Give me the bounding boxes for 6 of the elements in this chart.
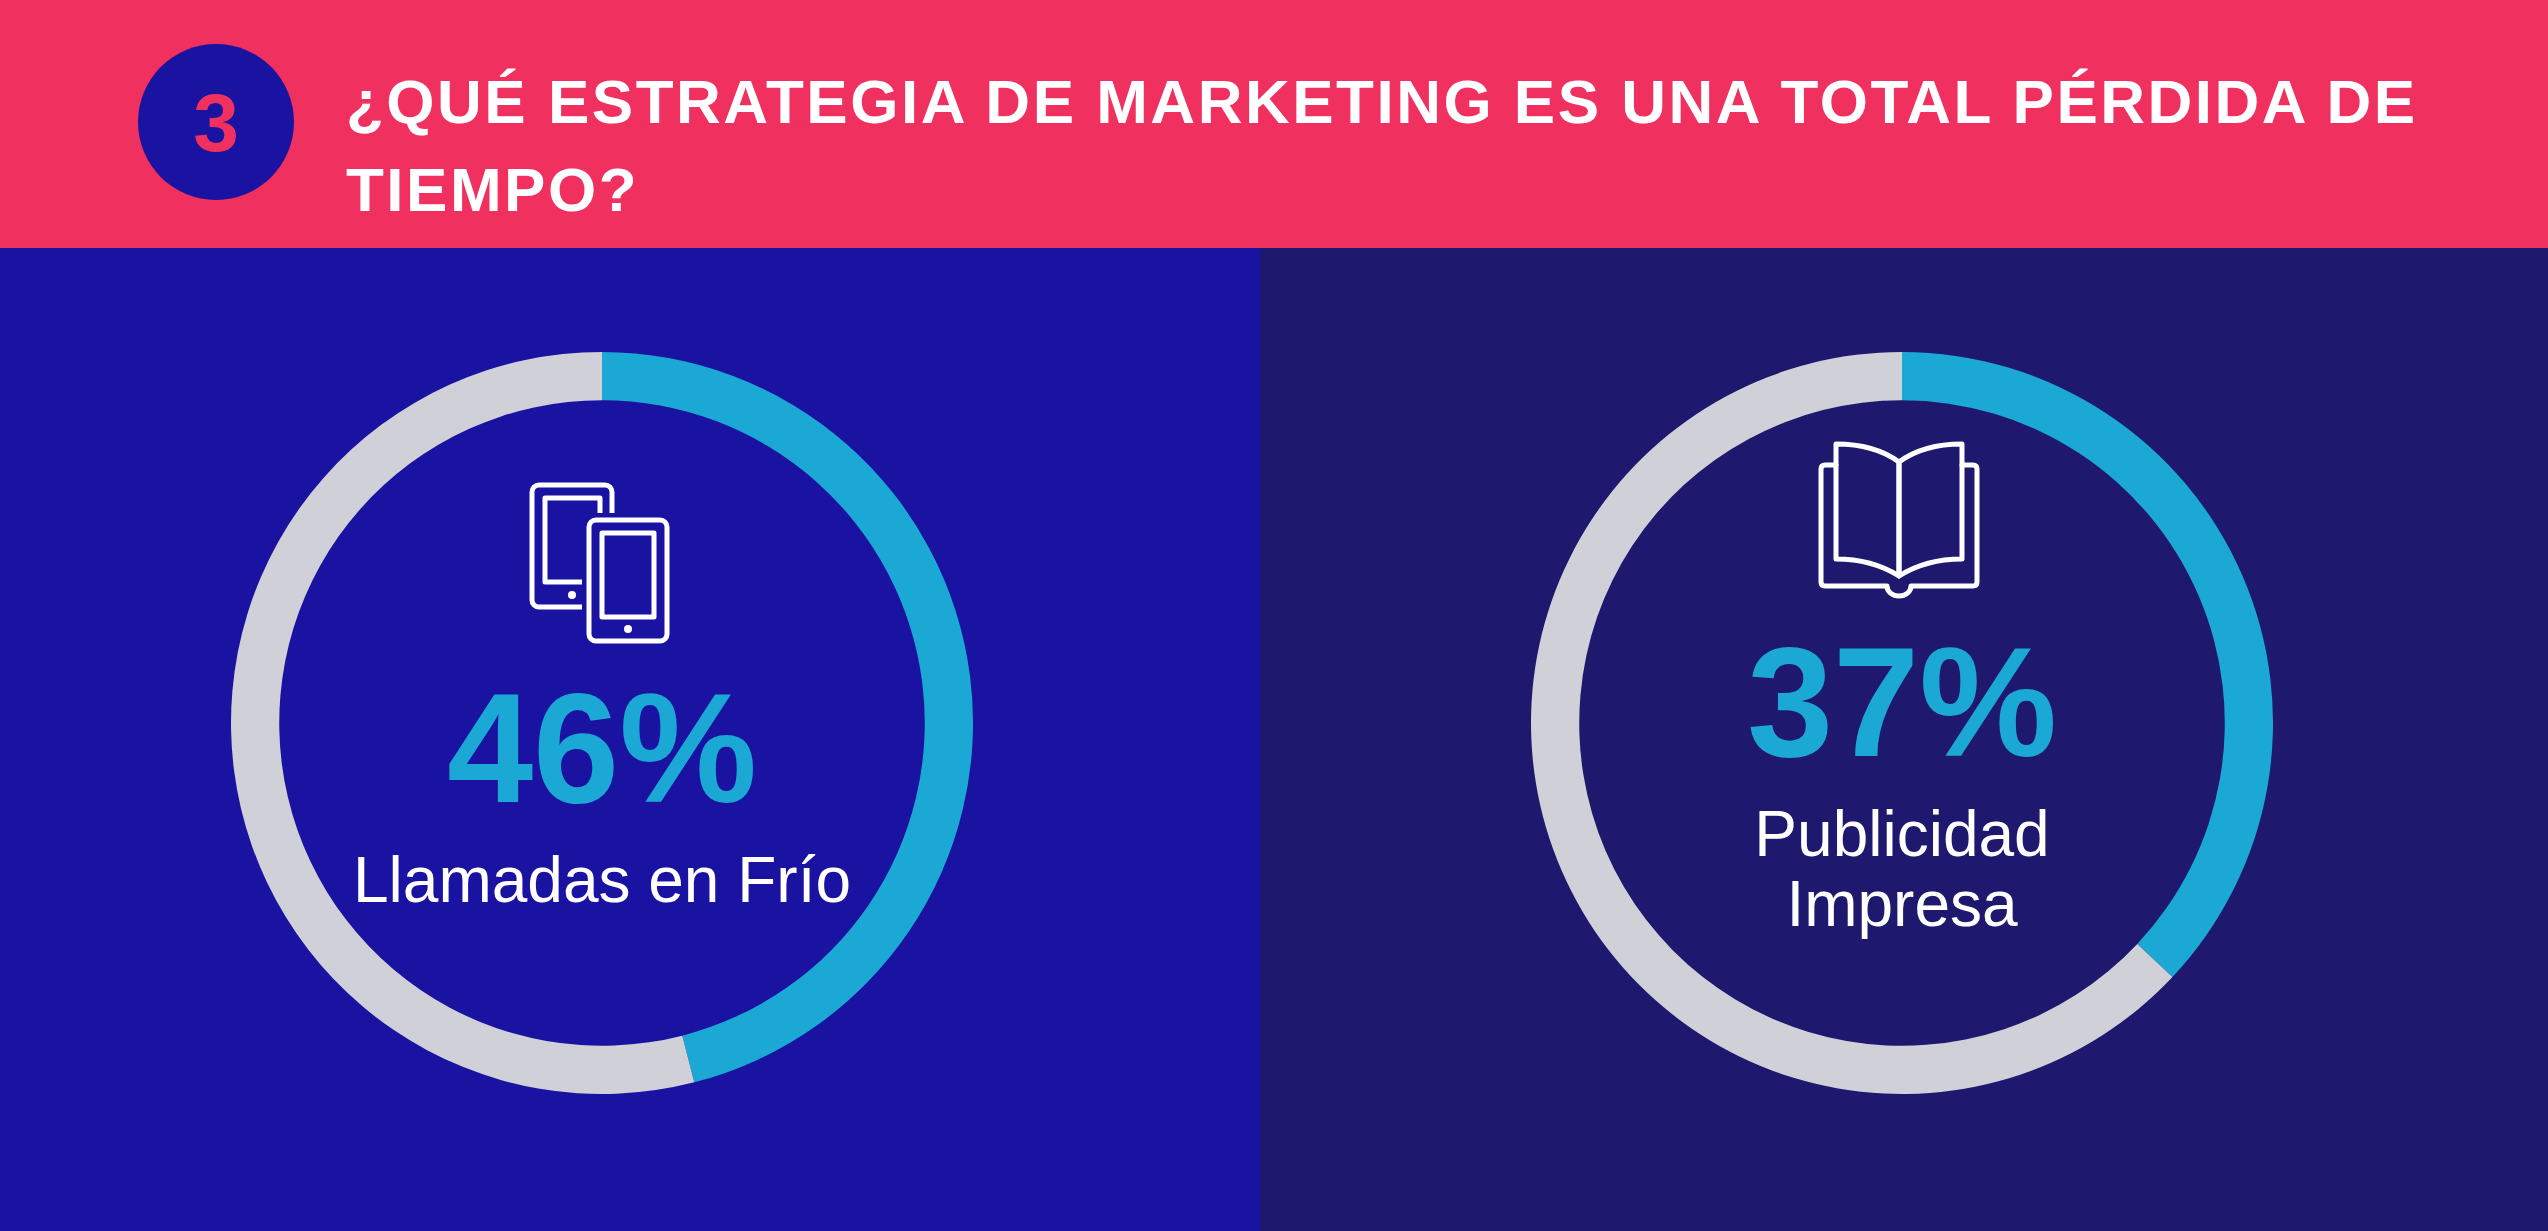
data-label: 37%	[1746, 616, 2058, 789]
slice-label: Llamadas en Frío	[352, 844, 852, 916]
slice-label: Publicidad Impresa	[1754, 798, 2050, 940]
text: 3	[193, 77, 239, 168]
data-label: 46%	[446, 662, 758, 835]
text: ¿QUÉ ESTRATEGIA DE MARKETING ES UNA TOTAL PÉRDIDA DE TIEMPO?	[346, 66, 2419, 226]
